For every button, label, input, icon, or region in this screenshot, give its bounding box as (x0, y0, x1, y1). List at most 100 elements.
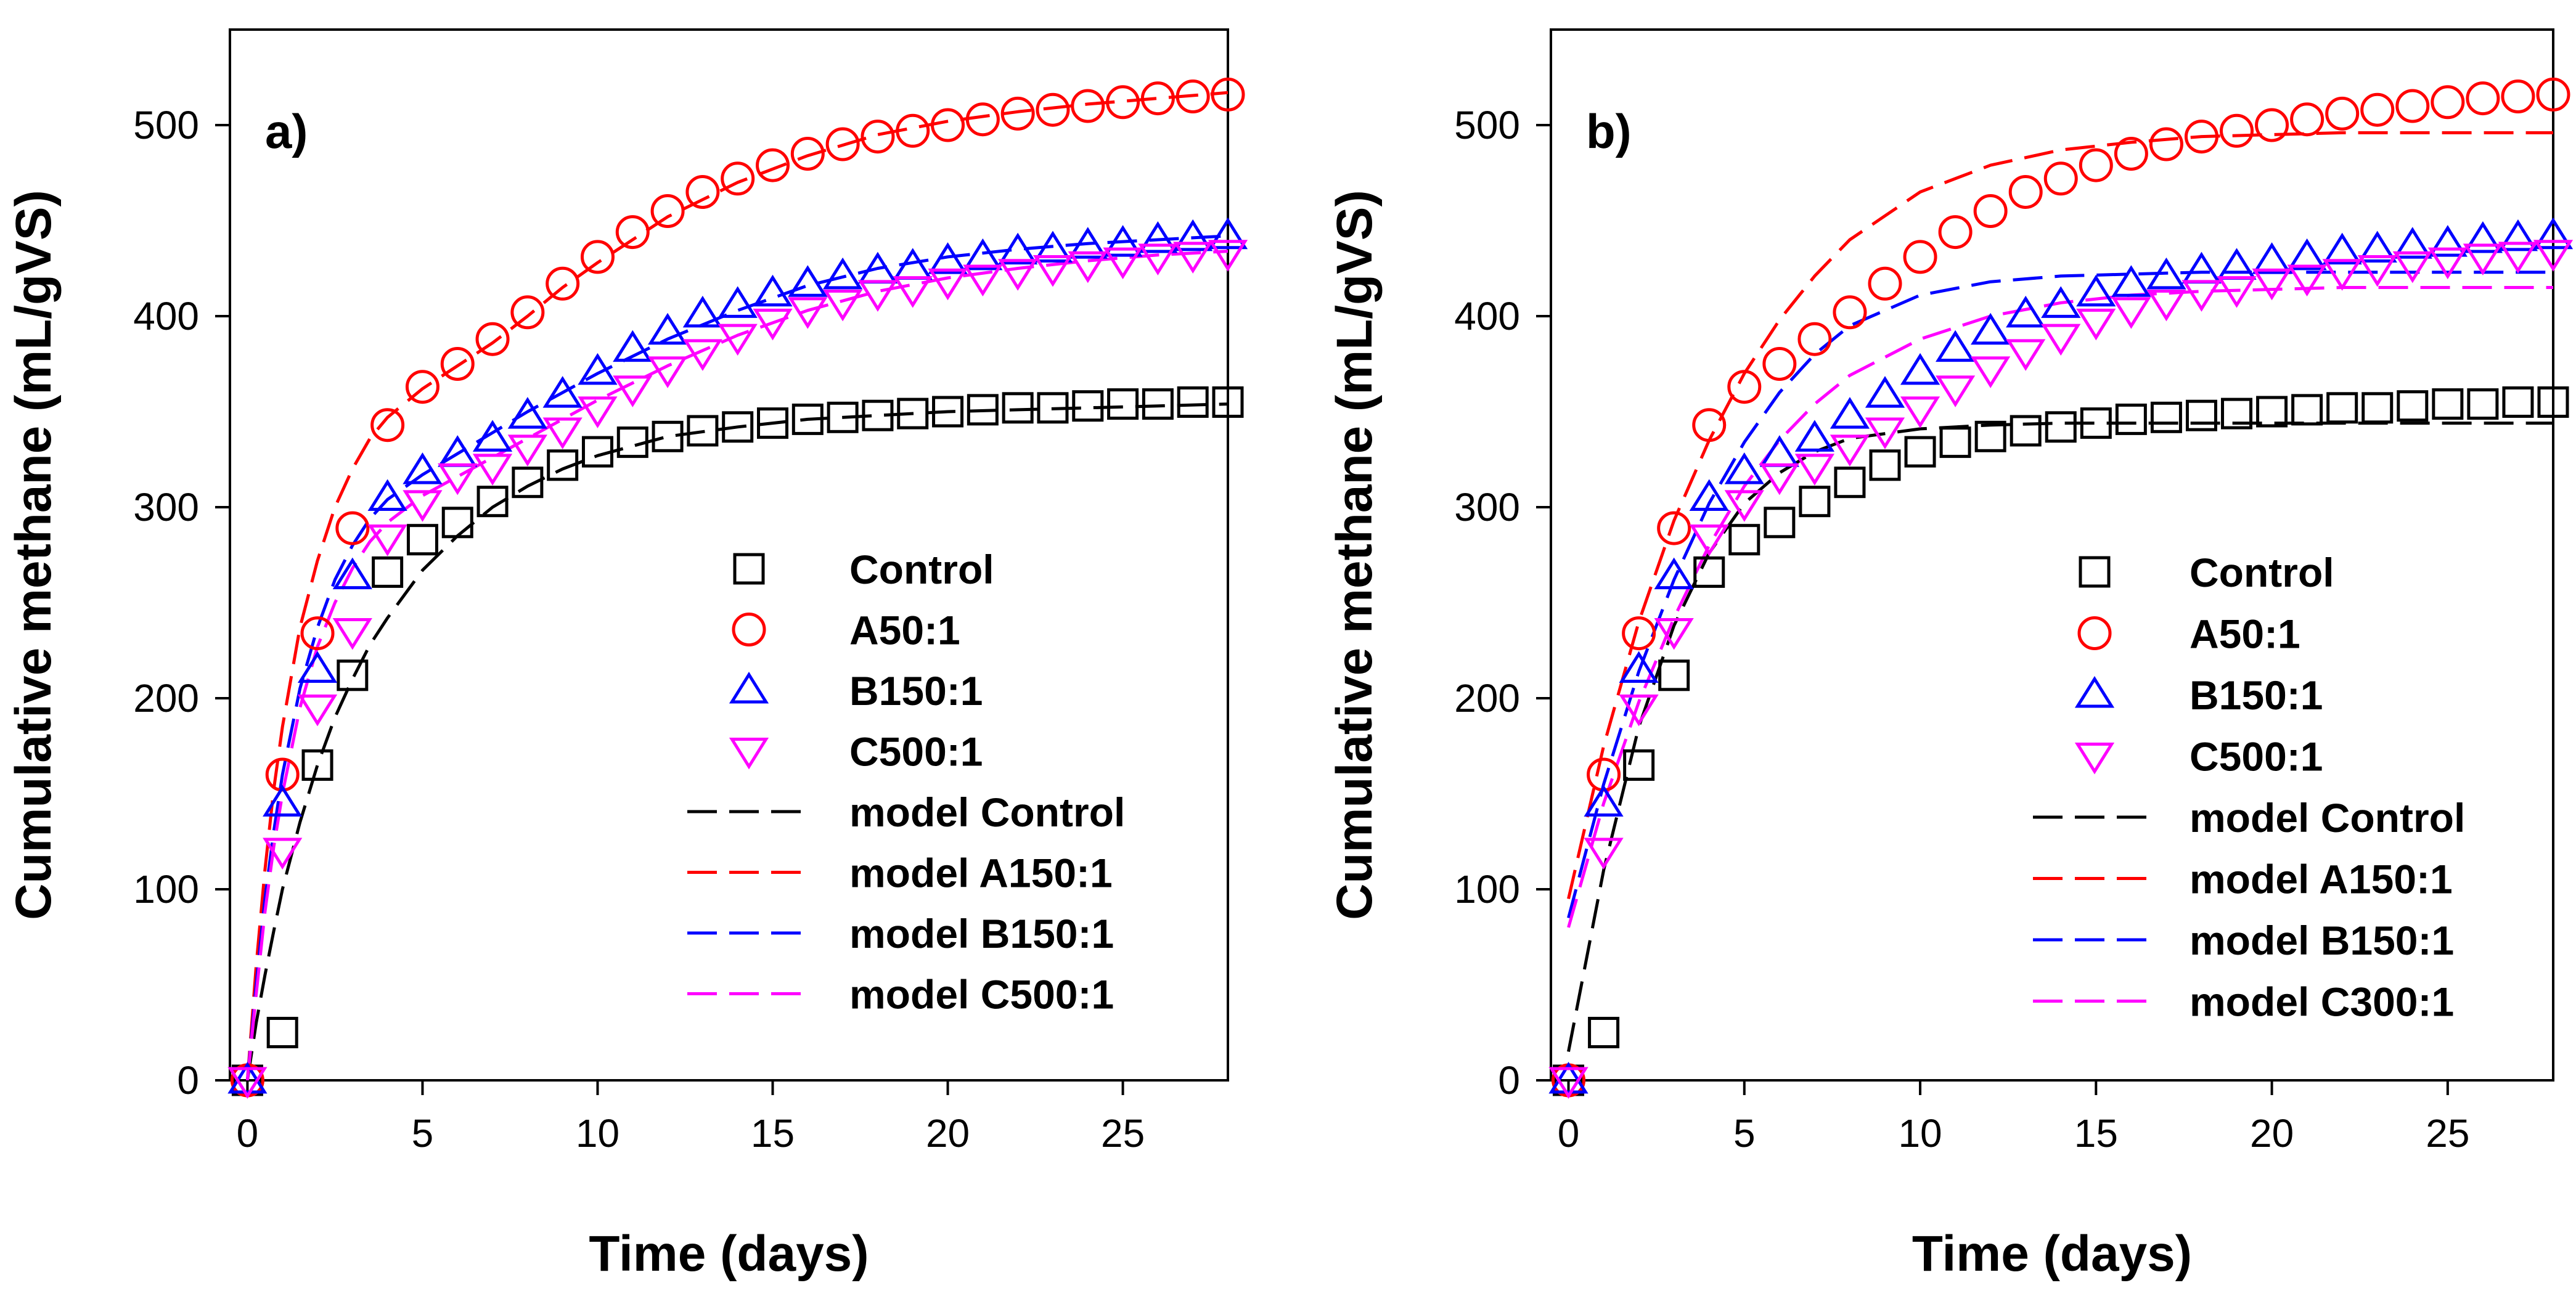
x-tick-label: 25 (2426, 1111, 2469, 1155)
point-a50-1 (1692, 408, 1727, 442)
y-tick-label: 100 (1454, 867, 1520, 911)
point-control (791, 403, 824, 435)
point-a50-1 (2325, 96, 2360, 131)
point-control (1728, 524, 1760, 556)
point-a50-1 (756, 148, 790, 182)
point-c500-1 (2322, 259, 2362, 291)
point-c500-1 (1900, 396, 1940, 428)
x-tick-label: 0 (1558, 1111, 1580, 1155)
point-b150-1 (1724, 452, 1764, 484)
point-a50-1 (2184, 120, 2218, 154)
point-a50-1 (2255, 108, 2289, 142)
point-control (2080, 407, 2112, 439)
point-c500-1 (542, 417, 583, 450)
point-b150-1 (1794, 420, 1834, 452)
point-b150-1 (1689, 479, 1729, 511)
point-c500-1 (2076, 308, 2116, 341)
point-control (581, 436, 613, 468)
point-control (1834, 467, 1866, 499)
plot-frame (1550, 28, 2554, 1082)
point-c500-1 (682, 339, 722, 371)
point-b150-1 (332, 557, 372, 590)
legend-label-c500-1: C500:1 (2190, 734, 2323, 780)
point-a50-1 (721, 161, 755, 196)
point-control (687, 415, 719, 447)
point-c500-1 (857, 280, 898, 312)
point-b150-1 (1654, 557, 1694, 590)
point-a50-1 (1868, 266, 1902, 301)
point-b150-1 (2463, 221, 2503, 253)
point-a50-1 (790, 137, 825, 171)
point-b150-1 (928, 242, 968, 274)
point-b150-1 (297, 651, 338, 683)
point-c500-1 (1208, 240, 1248, 272)
point-control (266, 1017, 298, 1048)
point-control (1212, 386, 1244, 418)
point-a50-1 (685, 175, 720, 209)
point-c500-1 (438, 463, 478, 495)
legend: Control A50:1 B150:1 C500:1 model Control mod… (687, 547, 1125, 1017)
y-tick-label: 500 (133, 103, 199, 147)
point-a50-1 (370, 408, 405, 442)
point-b150-1 (263, 785, 303, 817)
x-tick-label: 15 (2074, 1111, 2118, 1155)
point-control (1799, 486, 1831, 518)
point-c500-1 (2463, 243, 2503, 275)
legend-label-model-control: model Control (2190, 795, 2465, 841)
point-control (722, 411, 754, 443)
legend-symbol-control (733, 553, 765, 585)
y-tick-label: 0 (177, 1058, 199, 1102)
point-c500-1 (823, 289, 863, 322)
legend-label-b150-1: B150:1 (2190, 672, 2323, 718)
point-c500-1 (1724, 490, 1764, 522)
point-control (1764, 507, 1796, 539)
legend-label-model-a150-1: model A150:1 (849, 850, 1113, 896)
point-control (547, 449, 579, 481)
point-c500-1 (2111, 297, 2151, 329)
point-c500-1 (367, 524, 407, 556)
legend-label-model-c500-1: model C500:1 (849, 972, 1114, 1017)
x-axis-title: Time (days) (589, 1226, 869, 1282)
plot-frame (229, 28, 1229, 1082)
point-b150-1 (2146, 257, 2186, 290)
point-control (2185, 399, 2217, 431)
point-a50-1 (1938, 215, 1973, 250)
point-control (2502, 386, 2534, 418)
point-b150-1 (823, 257, 863, 290)
x-tick-label: 15 (751, 1111, 795, 1155)
point-c500-1 (753, 308, 793, 341)
point-b150-1 (2322, 232, 2362, 265)
point-a50-1 (1036, 92, 1070, 127)
legend: Control A50:1 B150:1 C500:1 model Control mod… (2033, 550, 2465, 1025)
legend-label-a50-1: A50:1 (2190, 611, 2300, 657)
point-b150-1 (1619, 651, 1659, 683)
point-control (1142, 388, 1174, 420)
y-tick-label: 500 (1454, 103, 1520, 147)
x-tick-label: 10 (1898, 1111, 1942, 1155)
point-b150-1 (963, 238, 1003, 271)
point-a50-1 (896, 113, 930, 148)
y-tick-label: 400 (1454, 294, 1520, 338)
point-c500-1 (332, 618, 372, 650)
panel-label: a) (265, 104, 308, 158)
point-a50-1 (2220, 113, 2254, 148)
point-control (372, 556, 404, 588)
point-b150-1 (998, 232, 1038, 265)
point-c500-1 (893, 276, 933, 308)
point-b150-1 (1900, 353, 1940, 385)
point-control (2397, 390, 2429, 422)
point-b150-1 (1138, 221, 1178, 253)
point-a50-1 (2360, 92, 2395, 127)
y-axis-title: Cumulative methane (mL/gVS) (1327, 190, 1383, 920)
point-c500-1 (1584, 838, 1624, 870)
point-b150-1 (2252, 242, 2292, 274)
point-c500-1 (1173, 242, 1213, 274)
point-a50-1 (1176, 79, 1210, 113)
point-a50-1 (440, 347, 475, 381)
series-line-model-a150-1 (1567, 131, 2553, 900)
point-a50-1 (1140, 81, 1175, 116)
point-b150-1 (1173, 219, 1213, 251)
legend-label-model-c300-1: model C300:1 (2190, 979, 2454, 1025)
point-c500-1 (1654, 618, 1694, 650)
